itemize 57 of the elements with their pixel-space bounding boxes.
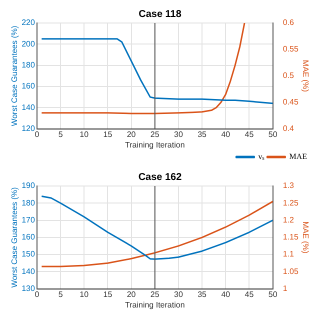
y2-tick-label: 0.45 <box>282 98 299 107</box>
x-tick-label: 10 <box>80 290 90 299</box>
x-tick-label: 20 <box>126 130 136 139</box>
y-tick-label: 220 <box>22 18 36 28</box>
x-tick-label: 15 <box>103 130 113 139</box>
y2-axis-title: MAE (%) <box>300 221 310 254</box>
y-axis-title: Worst Case Guarantees (%) <box>10 186 20 288</box>
x-tick-label: 50 <box>268 130 278 139</box>
x-tick-label: 45 <box>244 290 254 299</box>
x-tick-label: 25 <box>150 290 160 299</box>
y2-tick-label: 1.25 <box>282 198 299 208</box>
y-tick-label: 130 <box>22 284 36 294</box>
y2-tick-label: 0.5 <box>282 71 294 80</box>
y2-tick-label: 1 <box>282 284 288 294</box>
x-tick-label: 35 <box>198 290 208 299</box>
y2-tick-label: 1.05 <box>282 266 299 276</box>
x-tick-label: 0 <box>34 290 40 299</box>
y2-tick-label: 1.3 <box>282 181 294 190</box>
chart-title: Case 162 <box>138 172 182 183</box>
legend-label: vₛ <box>258 152 266 162</box>
x-tick-label: 50 <box>268 290 278 299</box>
x-axis-title: Training Iteration <box>125 300 185 310</box>
x-tick-label: 40 <box>221 290 231 299</box>
y-axis-title: Worst Case Guarantees (%) <box>10 25 20 126</box>
y-tick-label: 160 <box>22 82 36 91</box>
x-axis-title: Training Iteration <box>125 140 185 150</box>
x-tick-label: 30 <box>174 290 184 299</box>
x-tick-label: 25 <box>150 130 160 139</box>
y2-tick-label: 0.6 <box>282 18 294 28</box>
x-tick-label: 30 <box>174 130 184 139</box>
y-tick-label: 150 <box>22 250 36 259</box>
y-tick-label: 180 <box>22 198 36 208</box>
y-tick-label: 140 <box>22 102 36 112</box>
y2-tick-label: 0.55 <box>282 44 299 54</box>
chart-title: Case 118 <box>138 8 182 20</box>
legend-label: MAE <box>289 152 308 162</box>
x-tick-label: 15 <box>103 290 113 299</box>
x-tick-label: 0 <box>34 130 40 139</box>
y-tick-label: 170 <box>22 215 36 224</box>
y-tick-label: 140 <box>22 266 36 276</box>
y2-axis-title: MAE (%) <box>300 60 310 92</box>
y-tick-label: 180 <box>22 60 36 70</box>
x-tick-label: 45 <box>244 130 254 139</box>
x-tick-label: 5 <box>58 290 64 299</box>
y2-tick-label: 0.4 <box>282 124 294 134</box>
y-tick-label: 200 <box>22 39 36 48</box>
x-tick-label: 5 <box>58 130 64 139</box>
x-tick-label: 35 <box>198 130 208 139</box>
y-tick-label: 190 <box>22 181 36 190</box>
y2-tick-label: 1.1 <box>282 250 294 259</box>
x-tick-label: 40 <box>221 130 231 139</box>
y2-tick-label: 1.2 <box>282 215 294 224</box>
y-tick-label: 120 <box>22 124 36 134</box>
x-tick-label: 10 <box>80 130 90 139</box>
y-tick-label: 160 <box>22 232 36 242</box>
y2-tick-label: 1.15 <box>282 232 299 242</box>
x-tick-label: 20 <box>126 290 136 299</box>
